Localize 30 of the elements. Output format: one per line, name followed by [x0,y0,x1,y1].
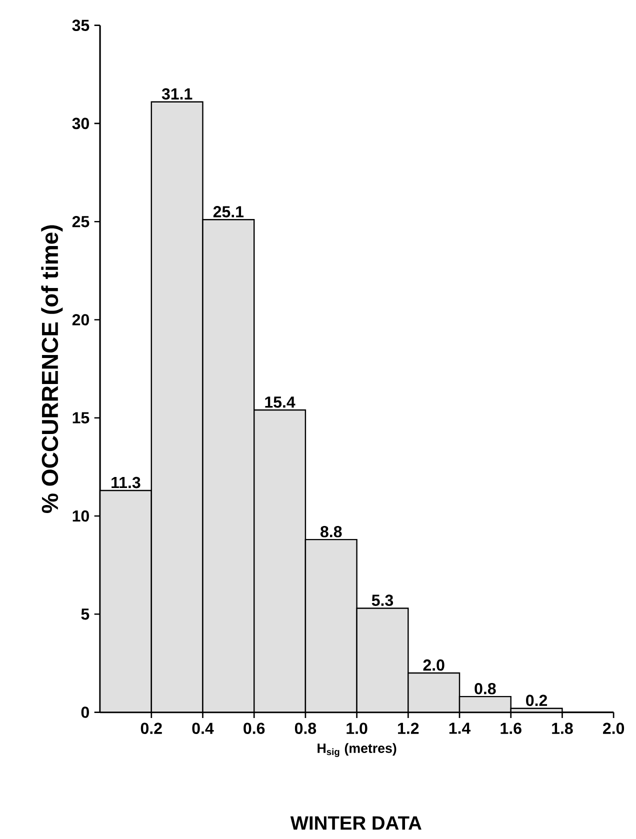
data-label: 5.3 [372,594,393,606]
data-label: 15.4 [265,396,296,408]
data-label: 0.8 [474,682,496,694]
data-label: 25.1 [213,206,244,218]
x-tick-label: 1.8 [552,722,573,734]
y-tick-label: 25 [72,216,90,228]
x-axis-title: H$_{sig}$ (metres) [318,743,396,757]
text: WINTER DATA [290,816,422,830]
x-tick-label: 1.6 [500,722,522,734]
x-tick-label: 1.2 [398,722,419,734]
x-tick-label: 0.2 [140,722,162,734]
y-tick-label: 15 [72,412,90,424]
y-tick-label: 10 [72,510,89,522]
data-label: 0.2 [526,694,547,706]
y-tick-label: 0 [81,706,89,718]
y-tick-label: 5 [81,608,90,620]
y-axis-title: % OCCURRENCE (of time) [41,225,63,513]
x-tick-label: 1.4 [449,722,470,734]
data-label: 31.1 [162,88,192,100]
data-label: 2.0 [423,659,444,671]
x-tick-label: 0.4 [192,722,214,734]
data-label: 11.3 [111,476,140,488]
y-tick-label: 35 [72,20,90,32]
x-tick-label: 0.8 [294,722,316,734]
x-tick-label: 0.6 [243,722,265,734]
x-tick-label: 2.0 [602,722,624,734]
data-label: 8.8 [320,526,342,538]
y-tick-label: 20 [72,314,89,326]
y-tick-label: 30 [72,118,89,130]
x-tick-label: 1.0 [346,722,368,734]
